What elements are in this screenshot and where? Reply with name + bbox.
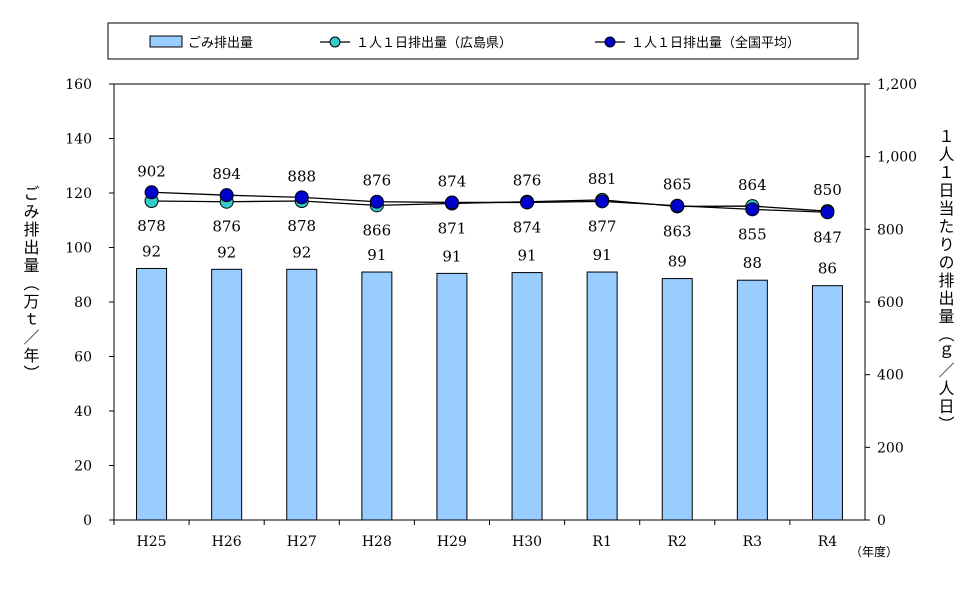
y-left-tick-label: 60 xyxy=(74,350,92,366)
y-left-tick-label: 80 xyxy=(74,295,92,311)
national-value-label: 877 xyxy=(588,217,617,235)
point-national xyxy=(820,205,835,220)
bar xyxy=(286,268,318,521)
hiroshima-value-label: 881 xyxy=(588,170,617,188)
line-national xyxy=(151,191,828,213)
hiroshima-value-label: 876 xyxy=(212,218,241,236)
y-left-tick-label: 120 xyxy=(65,186,92,202)
bar xyxy=(361,271,393,521)
y-left-tick-label: 40 xyxy=(74,404,92,420)
bar xyxy=(136,267,168,521)
national-value-label: 874 xyxy=(513,218,542,236)
hiroshima-value-label: 864 xyxy=(738,176,767,194)
national-value-label: 894 xyxy=(212,165,241,183)
national-value-label: 847 xyxy=(813,228,842,246)
national-value-label: 876 xyxy=(363,172,392,190)
hiroshima-value-label: 871 xyxy=(438,220,467,238)
bar-value-label: 91 xyxy=(593,246,612,264)
x-tick-label: H27 xyxy=(287,534,317,550)
national-value-label: 888 xyxy=(287,167,316,185)
y-right-tick-label: 400 xyxy=(877,368,904,384)
bar xyxy=(436,272,468,521)
point-national xyxy=(595,194,610,209)
point-national xyxy=(294,190,309,205)
legend-box xyxy=(107,22,859,60)
point-national xyxy=(520,195,535,210)
y-axis-left-ticks: 0 20 40 60 80 100 120 140 160 xyxy=(65,77,114,529)
point-national xyxy=(369,194,384,209)
y-left-tick-label: 140 xyxy=(65,132,92,148)
x-tick-label: H29 xyxy=(437,534,467,550)
y-left-tick-label: 160 xyxy=(65,77,92,93)
bar-value-label: 92 xyxy=(142,242,161,260)
point-national xyxy=(670,198,685,213)
hiroshima-value-label: 876 xyxy=(513,172,542,190)
bar-value-label: 92 xyxy=(292,243,311,261)
y-axis-left-title: ごみ排出量（万ｔ／年） xyxy=(21,185,40,383)
legend-marker-hiroshima xyxy=(329,36,341,48)
legend-swatch-bar xyxy=(149,35,183,48)
point-national xyxy=(444,195,459,210)
bar-value-label: 89 xyxy=(668,253,687,271)
y-axis-right-ticks: 0 200 400 600 800 1,000 1,200 xyxy=(865,77,917,529)
hiroshima-value-label: 850 xyxy=(813,181,842,199)
bar xyxy=(661,278,693,521)
bar-value-label: 91 xyxy=(367,246,386,264)
national-value-label: 865 xyxy=(663,176,692,194)
bar-value-label: 86 xyxy=(818,260,837,278)
bar xyxy=(811,285,843,521)
hiroshima-value-label: 878 xyxy=(287,217,316,235)
x-tick-label: H26 xyxy=(212,534,242,550)
legend-label-bar: ごみ排出量 xyxy=(188,35,253,51)
y-right-tick-label: 0 xyxy=(877,513,886,529)
x-axis-unit: （年度） xyxy=(850,544,898,559)
y-left-tick-label: 100 xyxy=(65,241,92,257)
x-tick-label: H28 xyxy=(362,534,392,550)
x-tick-label: R4 xyxy=(818,534,838,550)
bar-value-label: 91 xyxy=(442,247,461,265)
x-axis-ticks: H25 H26 H27 H28 H29 H30 R1 R2 R3 R4 xyxy=(113,520,838,550)
y-left-tick-label: 20 xyxy=(74,459,92,475)
bar xyxy=(586,271,618,521)
x-tick-label: R3 xyxy=(743,534,762,550)
bar xyxy=(511,272,543,521)
line-series xyxy=(144,185,835,220)
y-right-tick-label: 1,000 xyxy=(877,150,917,166)
y-axis-right-title: １人１日当たりの排出量（ｇ／人日） xyxy=(936,128,955,434)
y-left-tick-label: 0 xyxy=(83,513,92,529)
y-right-tick-label: 200 xyxy=(877,440,904,456)
bar xyxy=(211,268,243,521)
line-hiroshima xyxy=(151,199,828,212)
x-tick-label: H25 xyxy=(137,534,167,550)
national-value-label: 855 xyxy=(738,225,767,243)
hiroshima-value-label: 863 xyxy=(663,222,692,240)
bar-value-label: 88 xyxy=(743,254,762,272)
data-labels: 92 92 92 91 91 91 91 89 88 86 902 878 894 876 888 878 87… xyxy=(137,162,842,277)
hiroshima-value-label: 878 xyxy=(137,217,166,235)
bar-series xyxy=(136,267,843,521)
x-tick-label: H30 xyxy=(512,534,542,550)
point-national xyxy=(745,202,760,217)
legend-marker-national xyxy=(604,36,616,48)
legend-label-hiroshima: １人１日排出量（広島県） xyxy=(356,36,512,51)
y-right-tick-label: 1,200 xyxy=(877,77,917,93)
y-right-tick-label: 600 xyxy=(877,295,904,311)
point-national xyxy=(219,188,234,203)
legend-label-national: １人１日排出量（全国平均） xyxy=(631,35,800,51)
national-value-label: 874 xyxy=(438,172,467,190)
bar xyxy=(736,279,768,521)
point-national xyxy=(144,185,159,200)
hiroshima-value-label: 866 xyxy=(363,221,392,239)
bar-value-label: 92 xyxy=(217,243,236,261)
y-right-tick-label: 800 xyxy=(877,222,904,238)
national-value-label: 902 xyxy=(137,162,166,180)
legend: ごみ排出量 １人１日排出量（広島県） １人１日排出量（全国平均） xyxy=(107,22,859,60)
bar-value-label: 91 xyxy=(518,247,537,265)
x-tick-label: R1 xyxy=(592,534,611,550)
x-tick-label: R2 xyxy=(668,534,687,550)
